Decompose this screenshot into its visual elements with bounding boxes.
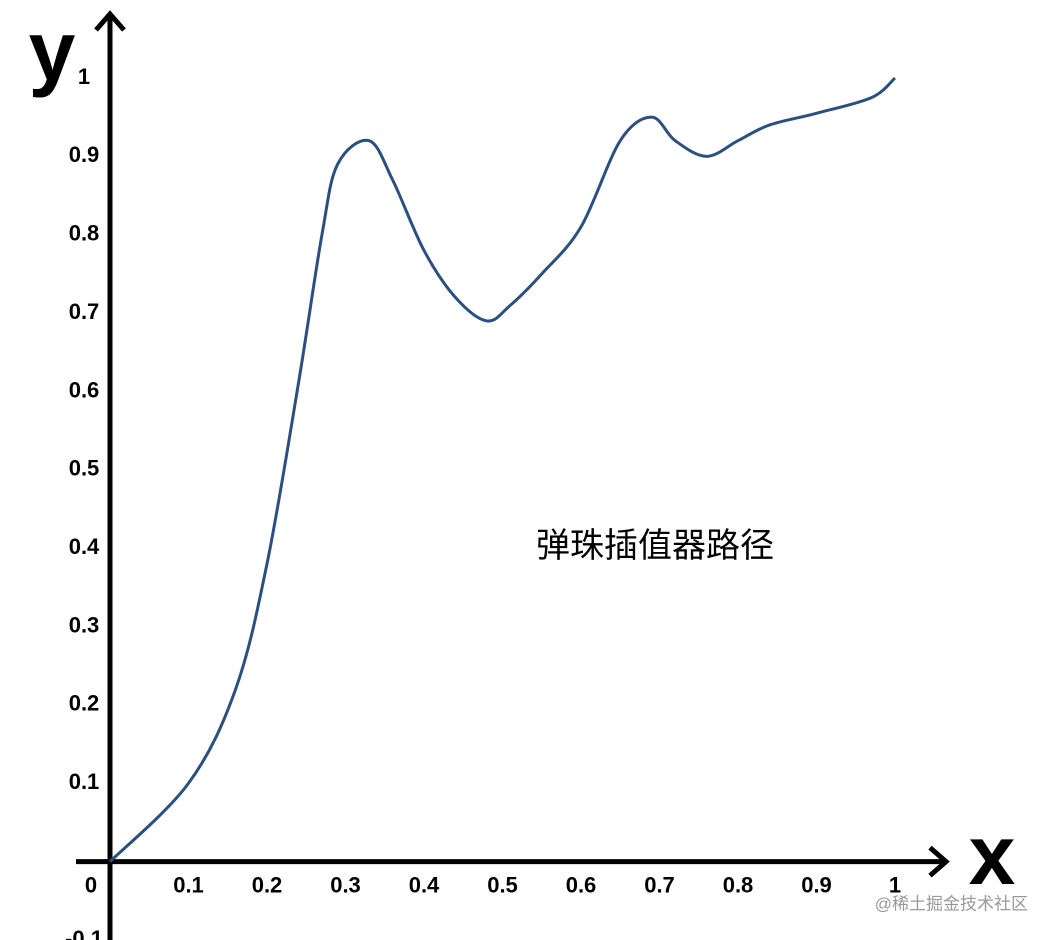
y-tick-label: 0.9 [69,142,100,167]
y-tick-label: 0.2 [69,691,100,716]
y-tick-label: 0.3 [69,612,100,637]
y-tick-label: 0.6 [69,377,100,402]
x-tick-label: 0.1 [173,872,204,897]
y-axis-arrow [94,10,126,32]
x-tick-label: 0.9 [801,872,832,897]
x-tick-label: 0 [85,872,97,897]
watermark: @稀土掘金技术社区 [875,894,1028,913]
x-tick-label: 0.6 [566,872,597,897]
x-tick-label: 0.3 [330,872,361,897]
y-tick-label: -0.1 [65,926,103,940]
y-tick-label: 0.5 [69,456,100,481]
curve [108,76,897,863]
y-tick-label: 1 [78,64,90,89]
y-tick-label: 0.1 [69,769,100,794]
x-axis-arrow [928,845,950,878]
y-tick-label: 0.7 [69,299,100,324]
x-tick-label: 0.8 [723,872,754,897]
x-tick-label: 0.2 [252,872,283,897]
y-tick-label: 0.8 [69,221,100,246]
x-tick-label: 0.5 [487,872,518,897]
x-tick-label: 1 [889,872,901,897]
annotation: 弹珠插值器路径 [536,527,774,565]
y-tick-label: 0.4 [69,534,100,559]
y-axis-label: y [29,4,76,98]
x-tick-label: 0.7 [644,872,675,897]
x-axis-label: x [969,808,1016,902]
x-tick-label: 0.4 [409,872,440,897]
